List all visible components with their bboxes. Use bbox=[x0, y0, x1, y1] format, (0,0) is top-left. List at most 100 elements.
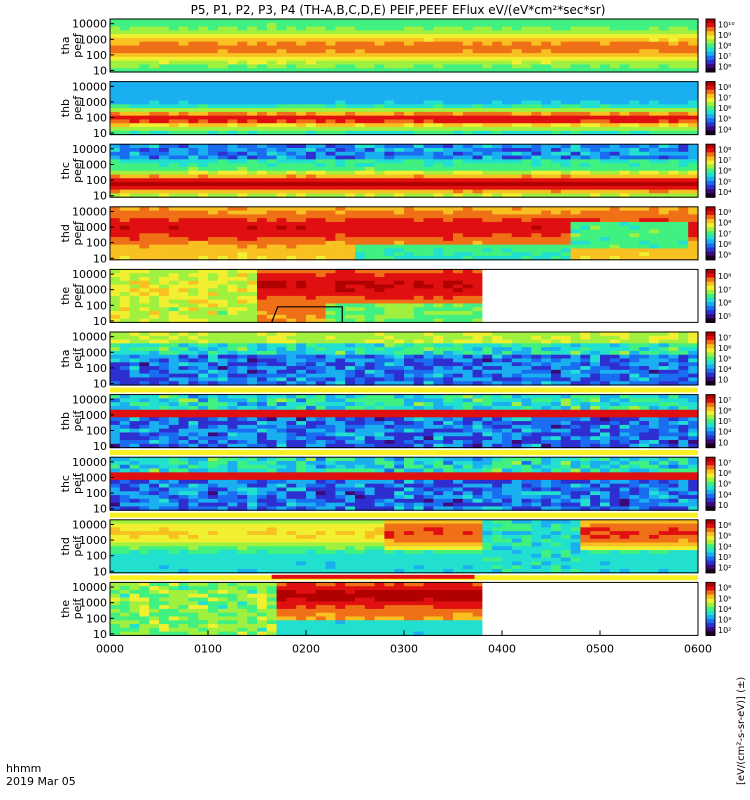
spectrogram-cell bbox=[580, 370, 590, 374]
spectrogram-cell bbox=[139, 97, 149, 101]
spectrogram-cell bbox=[394, 370, 404, 374]
spectrogram-cell bbox=[424, 332, 434, 336]
spectrogram-cell bbox=[394, 104, 404, 108]
spectrogram-cell bbox=[678, 347, 688, 351]
spectrogram-cell bbox=[228, 218, 238, 222]
spectrogram-cell bbox=[296, 377, 306, 381]
spectrogram-cell bbox=[600, 336, 610, 340]
spectrogram-cell bbox=[394, 288, 404, 292]
spectrogram-cell bbox=[375, 167, 385, 171]
spectrogram-cell bbox=[306, 93, 316, 97]
spectrogram-cell bbox=[228, 152, 238, 156]
spectrogram-cell bbox=[678, 186, 688, 190]
spectrogram-cell bbox=[355, 241, 365, 245]
spectrogram-cell bbox=[296, 85, 306, 89]
spectrogram-cell bbox=[620, 49, 630, 53]
spectrogram-cell bbox=[394, 285, 404, 289]
instrument-label: peef bbox=[71, 283, 84, 309]
spectrogram-cell bbox=[463, 174, 473, 178]
spectrogram-cell bbox=[688, 30, 698, 34]
spectrogram-cell bbox=[355, 377, 365, 381]
spectrogram-cell bbox=[541, 241, 551, 245]
spectrogram-cell bbox=[473, 19, 483, 23]
spectrogram-cell bbox=[541, 362, 551, 366]
spectrogram-cell bbox=[443, 307, 453, 311]
spectrogram-cell bbox=[669, 119, 679, 123]
spectrogram-cell bbox=[384, 226, 394, 230]
spectrogram-cell bbox=[453, 281, 463, 285]
spectrogram-cell bbox=[179, 230, 189, 234]
spectrogram-cell bbox=[257, 49, 267, 53]
spectrogram-cell bbox=[649, 152, 659, 156]
spectrogram-cell bbox=[394, 27, 404, 31]
spectrogram-cell bbox=[188, 19, 198, 23]
spectrogram-cell bbox=[453, 89, 463, 93]
spectrogram-cell bbox=[492, 42, 502, 46]
spectrogram-cell bbox=[551, 226, 561, 230]
spectrogram-cell bbox=[326, 222, 336, 226]
spectrogram-cell bbox=[306, 307, 316, 311]
spectrogram-cell bbox=[384, 116, 394, 120]
spectrogram-cell bbox=[424, 101, 434, 105]
spectrogram-cell bbox=[669, 226, 679, 230]
spectrogram-cell bbox=[169, 116, 179, 120]
spectrogram-cell bbox=[688, 42, 698, 46]
spectrogram-cell bbox=[492, 19, 502, 23]
spectrogram-cell bbox=[571, 174, 581, 178]
spectrogram-cell bbox=[443, 116, 453, 120]
spectrogram-cell bbox=[179, 42, 189, 46]
spectrogram-cell bbox=[600, 233, 610, 237]
spectrogram-cell bbox=[247, 38, 257, 42]
spectrogram-cell bbox=[316, 340, 326, 344]
spectrogram-cell bbox=[296, 355, 306, 359]
spectrogram-cell bbox=[649, 101, 659, 105]
spectrogram-cell bbox=[384, 61, 394, 65]
spectrogram-cell bbox=[139, 362, 149, 366]
spectrogram-cell bbox=[394, 332, 404, 336]
spectrogram-cell bbox=[237, 174, 247, 178]
spectrogram-cell bbox=[463, 186, 473, 190]
spectrogram-cell bbox=[149, 97, 159, 101]
spectrogram-cell bbox=[139, 366, 149, 370]
spectrogram-cell bbox=[169, 296, 179, 300]
spectrogram-cell bbox=[531, 233, 541, 237]
spectrogram-cell bbox=[237, 292, 247, 296]
spectrogram-cell bbox=[600, 190, 610, 194]
spectrogram-cell bbox=[688, 123, 698, 127]
spectrogram-cell bbox=[424, 351, 434, 355]
spectrogram-cell bbox=[414, 300, 424, 304]
spectrogram-cell bbox=[326, 152, 336, 156]
spectrogram-cell bbox=[286, 285, 296, 289]
spectrogram-cell bbox=[120, 237, 130, 241]
spectrogram-cell bbox=[580, 171, 590, 175]
spectrogram-cell bbox=[375, 34, 385, 38]
spectrogram-cell bbox=[159, 167, 169, 171]
spectrogram-cell bbox=[149, 186, 159, 190]
spectrogram-cell bbox=[473, 178, 483, 182]
spectrogram-cell bbox=[629, 374, 639, 378]
spectrogram-cell bbox=[375, 233, 385, 237]
spectrogram-cell bbox=[286, 248, 296, 252]
spectrogram-cell bbox=[463, 288, 473, 292]
spectrogram-cell bbox=[218, 281, 228, 285]
spectrogram-cell bbox=[394, 237, 404, 241]
spectrogram-cell bbox=[365, 370, 375, 374]
spectrogram-cell bbox=[355, 233, 365, 237]
spectrogram-cell bbox=[541, 152, 551, 156]
spectrogram-cell bbox=[198, 377, 208, 381]
spectrogram-cell bbox=[551, 38, 561, 42]
spectrogram-cell bbox=[571, 119, 581, 123]
spectrogram-cell bbox=[179, 237, 189, 241]
spectrogram-cell bbox=[267, 46, 277, 50]
spectrogram-cell bbox=[316, 27, 326, 31]
spectrogram-cell bbox=[669, 104, 679, 108]
spectrogram-cell bbox=[286, 237, 296, 241]
spectrogram-cell bbox=[580, 123, 590, 127]
spectrogram-cell bbox=[218, 82, 228, 86]
spectrogram-cell bbox=[551, 343, 561, 347]
spectrogram-cell bbox=[502, 64, 512, 68]
spectrogram-cell bbox=[590, 190, 600, 194]
spectrogram-cell bbox=[463, 89, 473, 93]
spectrogram-cell bbox=[198, 222, 208, 226]
spectrogram-cell bbox=[179, 119, 189, 123]
